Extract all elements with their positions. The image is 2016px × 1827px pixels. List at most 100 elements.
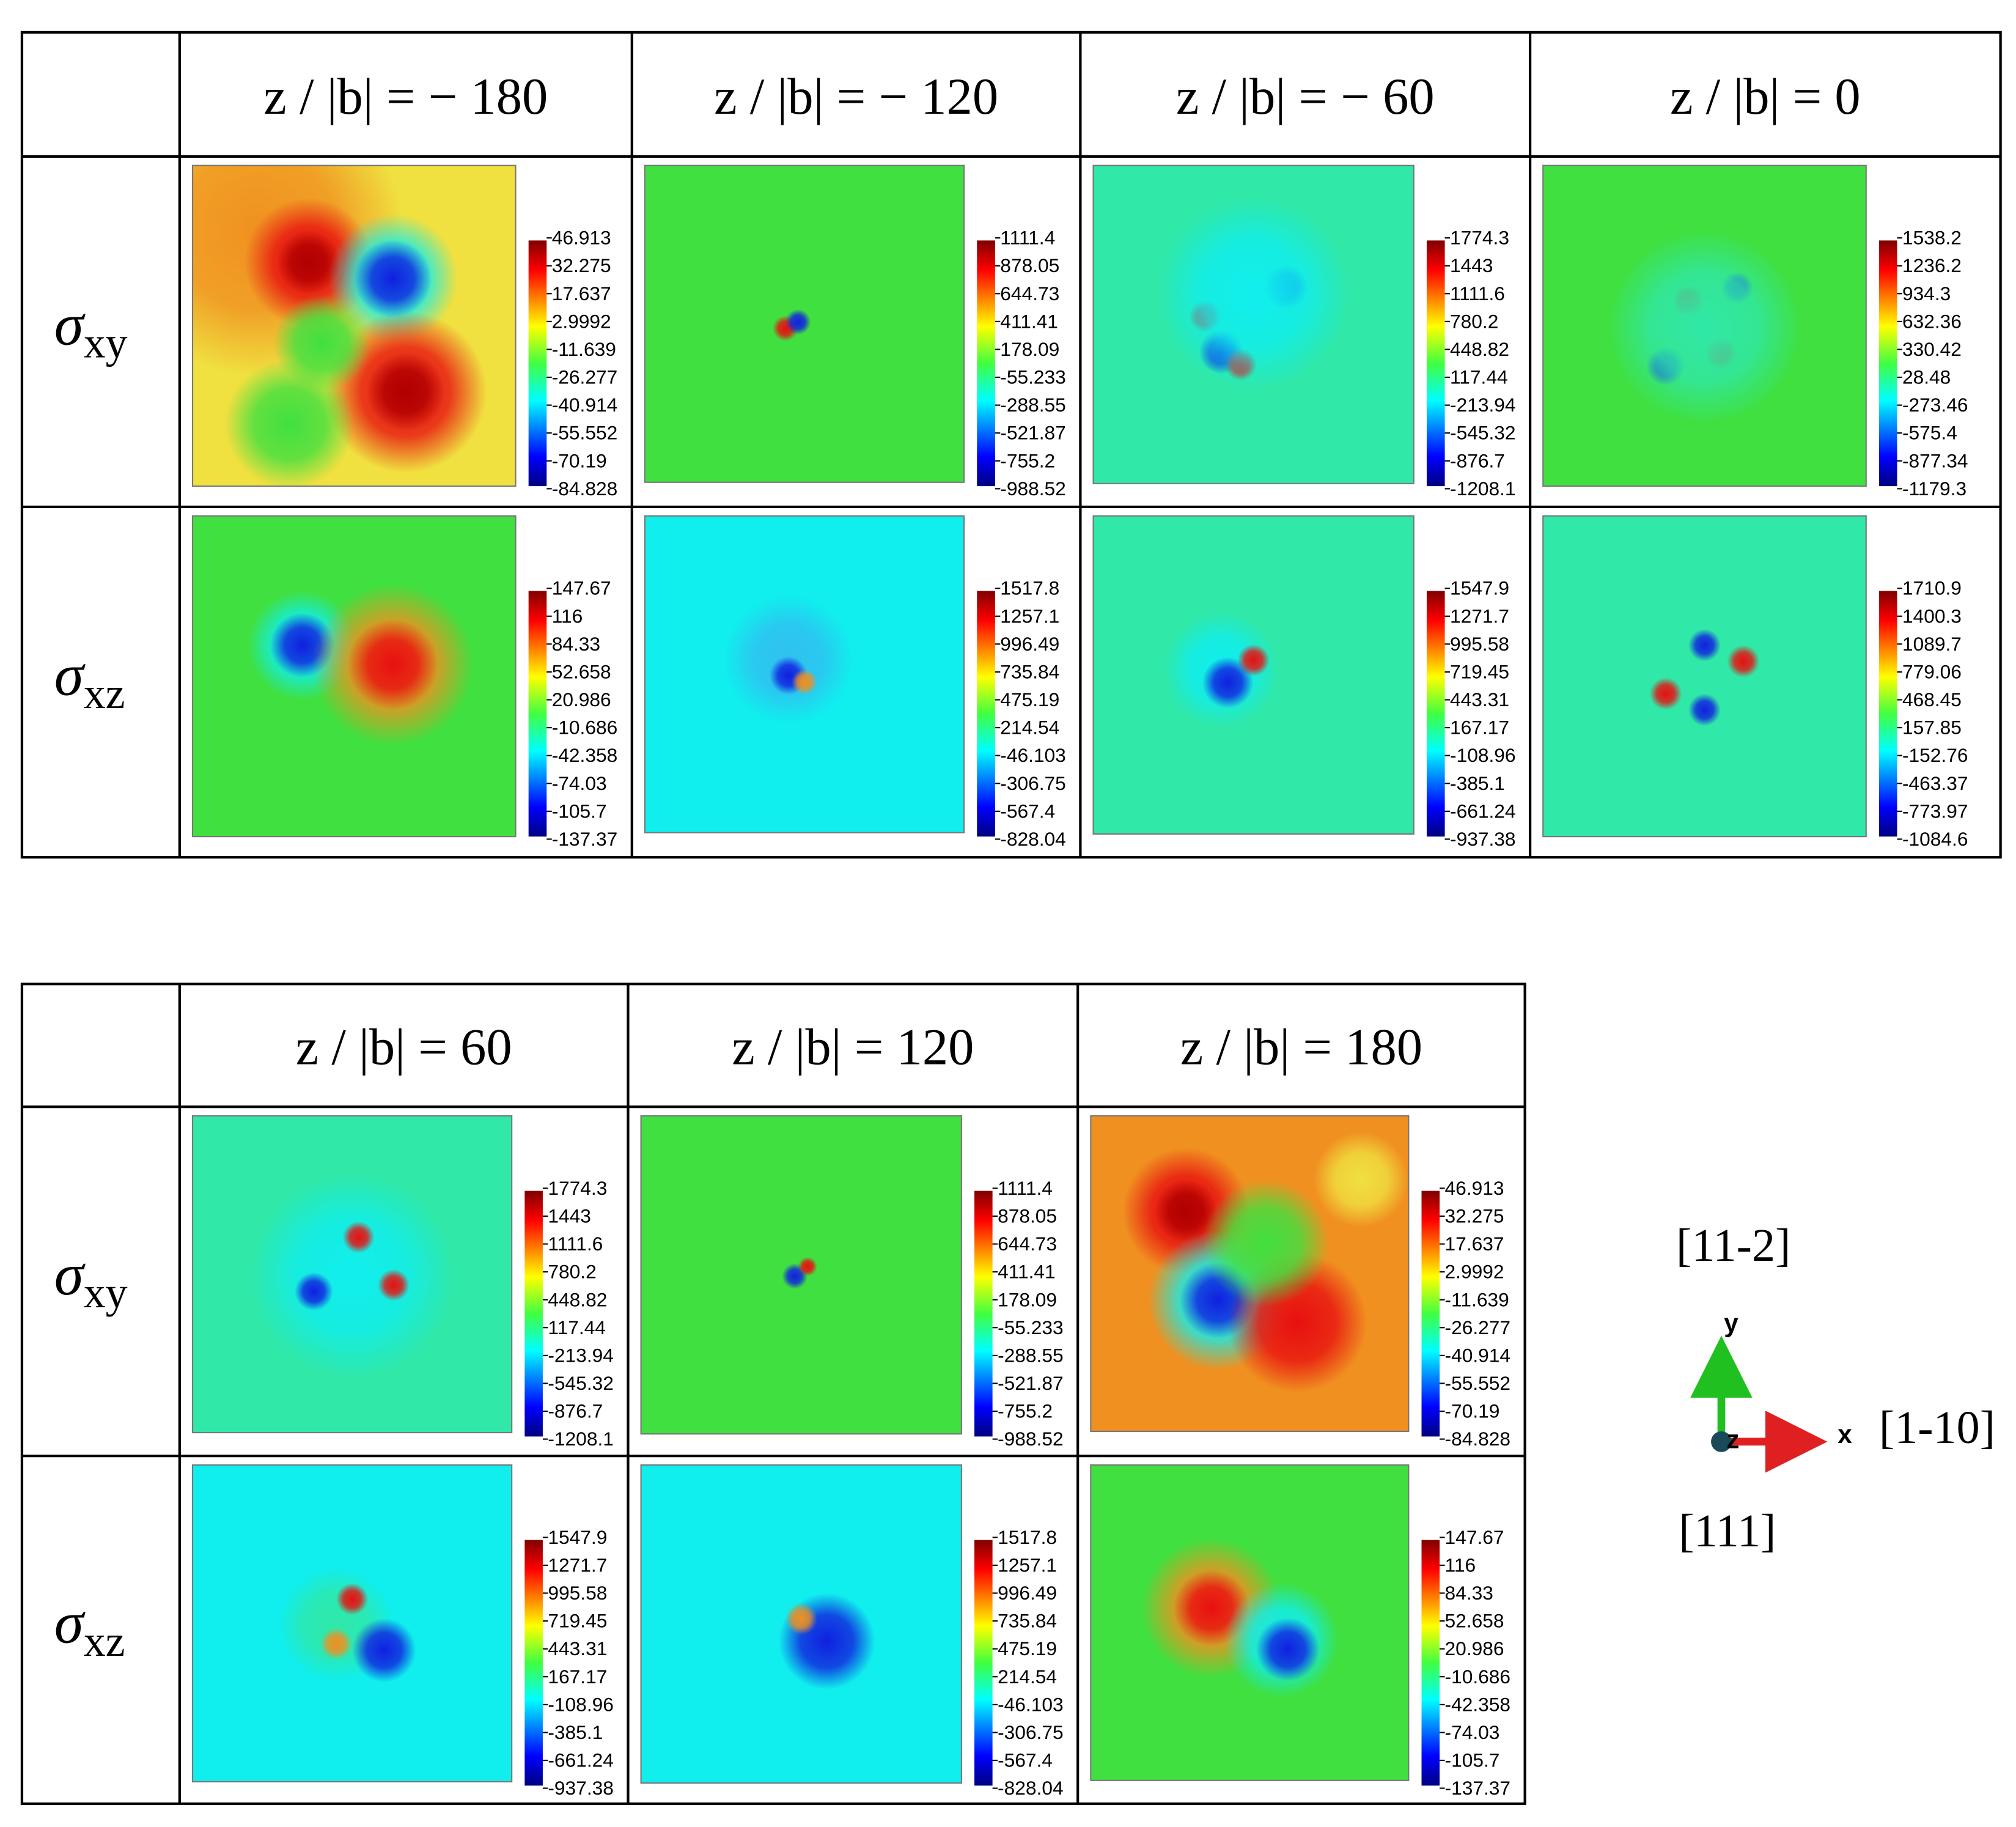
colorbar-label: 448.82 [548,1288,607,1310]
colorbar-label: -70.19 [1445,1400,1500,1422]
colorbar-label: -84.828 [552,478,618,500]
colorbar-label: 934.3 [1902,282,1951,304]
contour-frame [191,1464,513,1783]
colorbar-label: -70.19 [552,449,607,471]
contour-lobe [1688,629,1721,662]
colorbar-label: -10.686 [1445,1666,1511,1688]
contour-plot: 1774.3 1443 1111.6 780.2 448.82 117.44 -213.94… [1092,164,1516,500]
colorbar-label: -575.4 [1902,422,1957,444]
colorbar [528,240,547,487]
colorbar-label: 116 [1445,1554,1476,1576]
colorbar-label: 116 [552,605,583,627]
colorbar-label: 1236.2 [1902,254,1962,276]
colorbar-label: 20.986 [1445,1637,1504,1659]
colorbar-label: -108.96 [548,1693,614,1715]
colorbar-label: 20.986 [552,688,611,711]
colorbar-label: 214.54 [998,1666,1057,1688]
contour-frame [644,515,965,833]
contour-frame [640,1115,962,1435]
contour-lobe [1649,677,1682,710]
colorbar-label: -40.914 [552,394,618,416]
colorbar [1421,1540,1440,1786]
colorbar-label: -11.639 [1445,1288,1509,1310]
colorbar-label: -273.46 [1902,394,1968,416]
y-label: y [1724,1308,1738,1337]
colorbar-label: 995.58 [548,1582,607,1604]
z-label: z [1726,1425,1739,1453]
colorbar-label: 644.73 [998,1233,1057,1255]
colorbar-label: -877.34 [1902,449,1968,471]
colorbar-label: -55.233 [998,1316,1064,1338]
colorbar-label: -74.03 [1445,1721,1500,1743]
colorbar-label: 475.19 [1000,688,1059,711]
colorbar-label: 996.49 [998,1582,1057,1604]
row-label: σxy [54,292,128,367]
contour-plot: 1774.3 1443 1111.6 780.2 448.82 117.44 -213.94… [191,1115,614,1450]
row-symbol: σ [54,1242,86,1308]
colorbar-label: 1443 [548,1205,591,1227]
column-header: z / |b| = 180 [1180,1019,1422,1076]
colorbar-label: -213.94 [548,1344,614,1366]
contour-lobe [249,1173,455,1378]
row-symbol: σ [54,643,86,709]
contour-frame [640,1464,962,1784]
colorbar-label: 1111.6 [548,1233,603,1255]
colorbar-label: -306.75 [998,1721,1064,1743]
colorbar [1878,240,1897,487]
colorbar-label: 17.637 [552,282,611,304]
contour-plot: 1517.8 1257.1 996.49 735.84 475.19 214.54 -46.… [640,1464,1064,1799]
colorbar-label: 1710.9 [1902,577,1962,599]
colorbar-label: -42.358 [1445,1693,1511,1715]
colorbar-label: 52.658 [1445,1610,1504,1632]
column-header: z / |b| = 120 [732,1019,974,1076]
colorbar-label: 147.67 [1445,1526,1504,1548]
contour-lobe [1202,1179,1330,1307]
colorbar-label: 2.9992 [552,310,611,332]
row-label: σxy [54,1242,128,1317]
colorbar-label: -1179.3 [1902,478,1966,500]
contour-frame [1092,515,1415,835]
colorbar-label: 214.54 [1000,717,1059,739]
colorbar-label: 167.17 [1450,717,1509,739]
colorbar-label: -55.552 [1445,1372,1511,1394]
colorbar-label: -84.828 [1445,1428,1511,1450]
colorbar-label: -137.37 [1445,1777,1511,1799]
contour-frame [1092,164,1415,484]
colorbar-label: -937.38 [1450,828,1516,850]
colorbar-label: 1400.3 [1902,605,1962,627]
colorbar-label: 1774.3 [548,1177,607,1199]
colorbar-label: -521.87 [1000,422,1066,444]
colorbar-label: 996.49 [1000,633,1059,655]
contour-lobe [1607,230,1802,424]
colorbar-label: 117.44 [1450,366,1508,388]
colorbar-label: 1547.9 [1450,577,1509,599]
contour-frame [1090,1115,1410,1432]
contour-plot: 46.913 32.275 17.637 2.9992 -11.639 -26.277 -4… [1090,1115,1511,1450]
row-label: σxz [54,1590,125,1666]
contour-lobe [354,240,432,318]
colorbar-label: -26.277 [1445,1316,1511,1338]
colorbar [1878,591,1897,837]
colorbar-label: -46.103 [1000,744,1066,766]
colorbar-label: -385.1 [548,1721,603,1743]
colorbar-label: 411.41 [1000,310,1058,332]
contour-lobe [1313,1131,1409,1228]
contour-lobe [276,230,342,295]
contour-plot: 147.67 116 84.33 52.658 20.986 -10.686 -42.358… [191,515,617,850]
colorbar-label: -463.37 [1902,772,1968,794]
colorbar-label: 52.658 [552,660,611,682]
column-header: z / |b| = − 120 [714,68,998,125]
contour-frame [1542,164,1867,487]
colorbar-label: 719.45 [1450,660,1509,682]
contour-lobe [1202,657,1254,709]
colorbar [977,591,995,837]
row-symbol: σ [54,1590,86,1656]
colorbar-label: 178.09 [998,1288,1057,1310]
colorbar-label: 995.58 [1450,633,1509,655]
colorbar-label: -773.97 [1902,800,1968,822]
colorbar-label: -55.552 [552,422,618,444]
contour-frame [191,1115,513,1434]
row-label: σxz [54,643,125,718]
contour-plot: 1111.4 878.05 644.73 411.41 178.09 -55.233 -28… [644,164,1066,500]
